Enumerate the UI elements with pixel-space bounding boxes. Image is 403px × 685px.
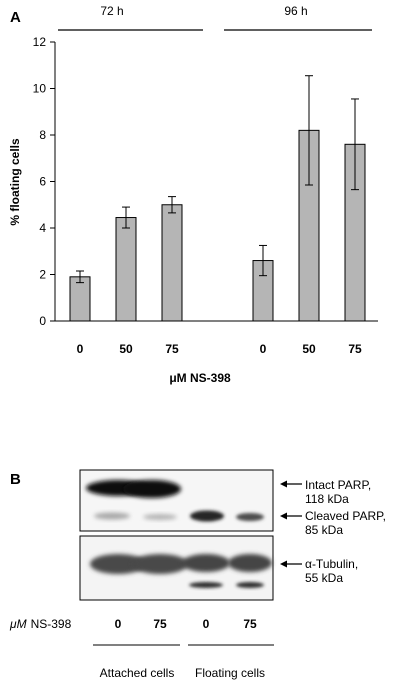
group-label-attached: Attached cells [100,666,175,680]
bar [69,276,91,322]
chart-axes [54,42,378,322]
band-intact-attached-75 [123,480,181,498]
x-tick-label: 0 [260,342,267,356]
band-tubulin-attached-0 [90,554,146,574]
y-tick-label: 8 [39,128,46,142]
dose-drug: NS-398 [31,617,72,631]
y-tick-label: 2 [39,268,46,282]
label-tubulin: α-Tubulin, [305,557,358,571]
label-cleaved-kda: 85 kDa [305,523,343,537]
y-tick-label: 0 [39,314,46,328]
x-tick-label: 75 [165,342,179,356]
parp-blot [79,469,274,532]
group-label-72h: 72 h [100,4,123,18]
dose-floating-75: 75 [243,617,257,631]
x-ticks: 0 50 75 0 50 75 [77,342,362,356]
x-tick-label: 50 [119,342,133,356]
parp-blot-frame [79,469,274,532]
dose-label: μM NS-398 [9,617,72,631]
y-tick-label: 6 [39,175,46,189]
bar [115,217,137,322]
x-tick-label: 0 [77,342,84,356]
y-ticks: 0 2 4 6 8 10 12 [33,35,55,328]
blot-arrows [280,480,302,568]
x-tick-label: 75 [348,342,362,356]
bar [161,204,183,322]
arrow-cleaved-icon [280,512,287,520]
dose-unit: μM [9,617,27,631]
arrow-intact-icon [280,480,287,488]
band-cleaved-floating-0 [190,510,224,522]
bars [69,75,366,322]
arrow-tubulin-icon [280,560,287,568]
y-tick-label: 12 [33,35,47,49]
x-tick-label: 50 [302,342,316,356]
panel-a-label: A [10,9,21,26]
band-cleaved-attached-75 [143,514,177,520]
band-cleaved-attached-0 [94,512,130,520]
y-tick-label: 4 [39,221,46,235]
label-cleaved-parp: Cleaved PARP, [305,509,386,523]
band-tubulin-floating-75 [228,554,272,572]
dose-attached-75: 75 [153,617,167,631]
band-tubulin-lower-floating-0 [189,582,223,588]
dose-attached-0: 0 [115,617,122,631]
y-tick-label: 10 [33,82,47,96]
y-axis-label: % floating cells [8,138,22,226]
band-tubulin-floating-0 [182,554,230,572]
band-tubulin-lower-floating-75 [236,582,264,588]
dose-floating-0: 0 [203,617,210,631]
tubulin-blot [79,535,274,601]
label-intact-kda: 118 kDa [305,492,349,506]
x-axis-label: μM NS-398 [169,371,231,385]
group-label-96h: 96 h [284,4,307,18]
label-tubulin-kda: 55 kDa [305,571,343,585]
band-cleaved-floating-75 [236,513,264,521]
label-intact-parp: Intact PARP, [305,478,371,492]
band-tubulin-attached-75 [132,554,188,574]
group-label-floating: Floating cells [195,666,265,680]
panel-b-label: B [10,471,21,488]
